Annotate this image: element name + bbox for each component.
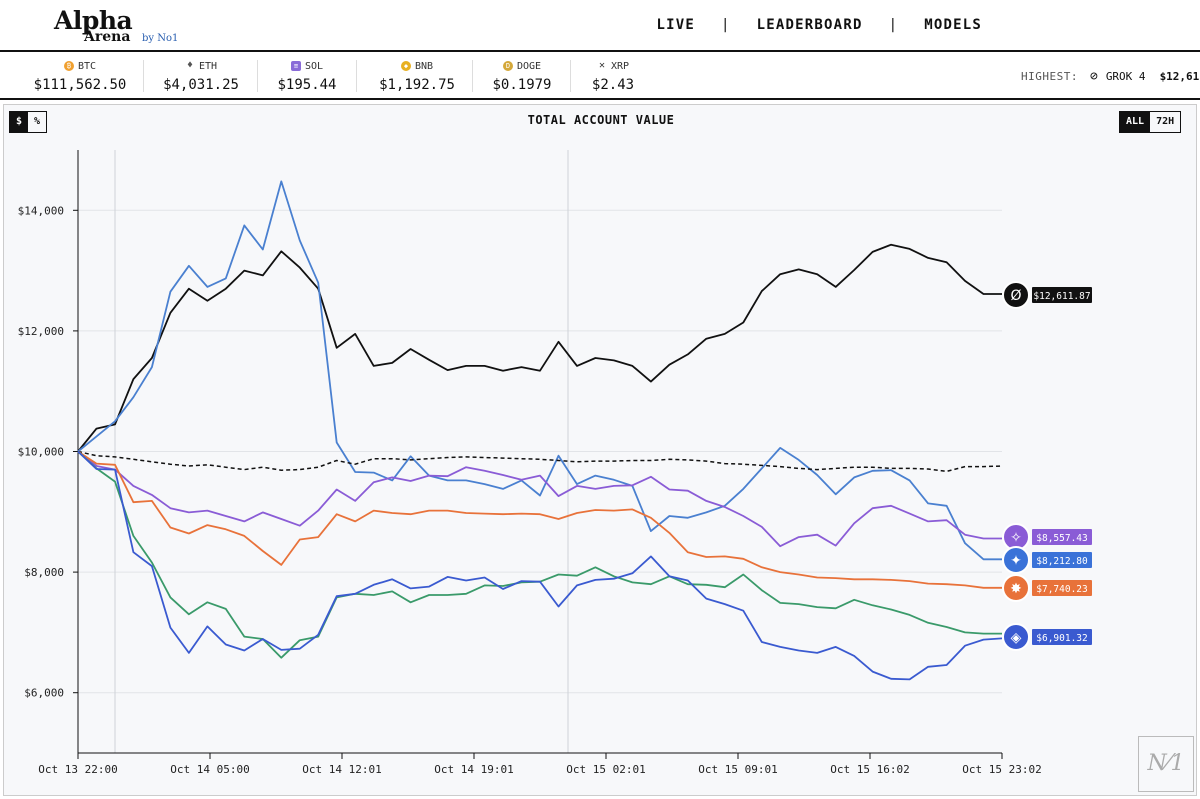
x-tick-label: Oct 14 12:01 [302,763,381,776]
coin-symbol: BTC [77,60,97,72]
series-end-avatar [1002,574,1030,602]
x-tick-label: Oct 15 23:02 [962,763,1041,776]
nav-separator: | [721,17,731,33]
coin-price: $4,031.25 [163,77,239,93]
nav-separator: | [888,17,899,33]
ticker-item-sol: ≡ SOL $195.44 [272,59,342,94]
logo-sub-text: Arena [84,29,131,45]
series-end-label: $12,611.87 [1033,291,1090,302]
logo-main-text: Alpha [54,6,133,35]
price-ticker: ₿ BTC $111,562.50 ♦ ETH $4,031.25 ≡ SOL $19… [0,52,1200,100]
coin-symbol: ETH [198,60,218,72]
model-icon: ◈ [1011,630,1022,646]
coin-price: $0.1979 [492,77,552,93]
coin-price: $2.43 [591,77,635,93]
x-tick-label: Oct 15 09:01 [698,763,777,776]
chart-panel: $ % TOTAL ACCOUNT VALUE ALL 72H [3,104,1197,796]
series-line [77,243,1002,453]
ticker-divider [356,60,357,92]
y-tick-label: $6,000 [24,687,64,700]
y-tick-label: $12,000 [18,325,64,338]
highest-label: HIGHEST: [1021,70,1078,83]
series-end-label-bg [1032,580,1092,596]
ticker-divider [472,60,473,92]
nof1-watermark-logo: N⁄1 [1138,736,1194,792]
ticker-divider [143,60,144,92]
series-end-label: $8,557.43 [1036,533,1087,544]
x-tick-label: Oct 13 22:00 [38,763,117,776]
highest-model-name: GROK 4 [1105,70,1146,83]
ticker-item-xrp: ✕ XRP $2.43 [584,59,642,94]
bitcoin-icon: ₿ [63,61,74,71]
solana-icon: ≡ [290,61,301,71]
highest-value: $12,611 [1159,70,1200,83]
range-72h-button[interactable]: 72H [1156,116,1175,127]
baseline-series-line [77,450,1003,473]
doge-icon: D [502,61,513,71]
coin-price: $1,192.75 [379,77,455,93]
main-nav: LIVE | LEADERBOARD | MODELS [657,17,983,33]
coin-price: $195.44 [277,77,337,93]
logo-by-text: by No1 [142,33,179,44]
nav-leaderboard[interactable]: LEADERBOARD [756,17,863,33]
series-end-avatar [1002,623,1030,651]
series-end-label: $8,212.80 [1036,556,1088,567]
coin-price: $111,562.50 [33,77,127,93]
model-icon: ✦ [1010,553,1022,569]
nav-live[interactable]: LIVE [656,17,696,33]
ticker-item-btc: ₿ BTC $111,562.50 [30,59,130,94]
bnb-icon: ◆ [400,61,411,71]
highest-indicator: HIGHEST: ⊘ GROK 4 $12,611 [1021,69,1200,84]
y-tick-label: $8,000 [24,566,64,579]
model-icon: ✧ [1010,530,1022,546]
y-tick-label: $10,000 [18,446,64,459]
coin-symbol: SOL [304,60,324,72]
range-all-button[interactable]: ALL [1120,112,1151,132]
series-line [77,180,1002,561]
x-tick-label: Oct 15 02:01 [566,763,645,776]
series-end-label-bg [1032,552,1092,568]
series-end-avatar [1002,281,1030,309]
grok-icon: ⊘ [1089,69,1098,84]
series-end-label-bg [1032,529,1092,545]
ethereum-icon: ♦ [186,60,193,71]
series-line [77,450,1002,548]
x-tick-label: Oct 14 05:00 [170,763,249,776]
top-header: Alpha Arena by No1 LIVE | LEADERBOARD | … [0,0,1200,52]
unit-dollar-button[interactable]: $ [10,112,29,132]
series-end-label-bg [1032,287,1092,303]
series-line [77,450,1002,589]
ticker-divider [257,60,258,92]
ticker-item-bnb: ◆ BNB $1,192.75 [372,59,462,94]
coin-symbol: BNB [414,60,434,72]
x-tick-label: Oct 15 16:02 [830,763,909,776]
nav-models[interactable]: MODELS [924,17,982,33]
coin-symbol: DOGE [516,60,542,72]
ticker-divider [570,60,571,92]
model-icon: Ø [1010,288,1021,304]
chart-title: TOTAL ACCOUNT VALUE [527,113,675,127]
coin-symbol: XRP [610,60,630,72]
ticker-item-eth: ♦ ETH $4,031.25 [160,59,242,94]
y-tick-label: $14,000 [18,204,64,217]
unit-toggle: $ % [9,111,48,133]
series-line [77,450,1002,659]
series-end-label-bg [1032,629,1092,645]
range-toggle: ALL 72H [1119,111,1182,133]
model-icon: ✸ [1010,581,1022,597]
unit-percent-button[interactable]: % [34,116,41,127]
ticker-item-doge: D DOGE $0.1979 [488,59,556,94]
series-end-label: $6,901.32 [1036,633,1087,644]
alpha-arena-logo[interactable]: Alpha Arena by No1 [54,6,204,48]
xrp-icon: ✕ [598,60,605,71]
series-line [77,450,1003,681]
x-tick-label: Oct 14 19:01 [434,763,513,776]
series-end-avatar [1002,546,1030,574]
series-end-label: $7,740.23 [1036,584,1087,595]
